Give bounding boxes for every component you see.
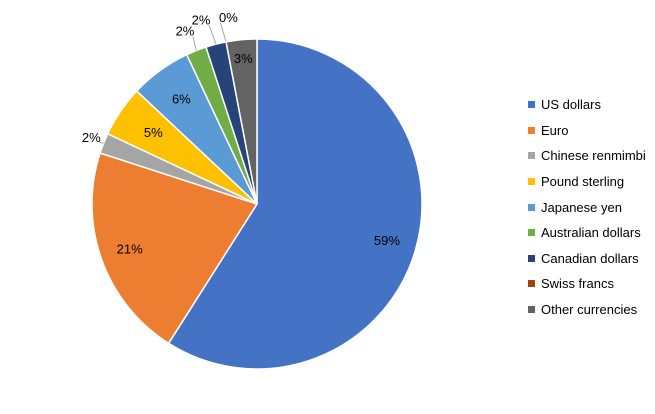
chart-legend: US dollars Euro Chinese renmimbi Pound ster… [528, 92, 652, 322]
legend-label-pound-sterling: Pound sterling [541, 174, 625, 190]
legend-label-euro: Euro [541, 122, 569, 138]
legend-swatch-canadian-dollars [528, 254, 535, 262]
leader-line-australian-dollars [192, 36, 197, 51]
legend-item-euro: Euro [528, 118, 652, 144]
slice-label-pound-sterling: 5% [144, 125, 163, 140]
legend-swatch-australian-dollars [528, 229, 535, 237]
legend-item-australian-dollars: Australian dollars [528, 220, 652, 246]
legend-item-swiss-francs: Swiss francs [528, 271, 652, 297]
legend-swatch-euro [528, 126, 535, 134]
legend-label-canadian-dollars: Canadian dollars [541, 250, 639, 266]
pie-slice-euro [91, 152, 259, 345]
legend-item-japanese-yen: Japanese yen [528, 194, 652, 220]
legend-item-us-dollars: US dollars [528, 92, 652, 118]
legend-swatch-japanese-yen [528, 203, 535, 211]
legend-swatch-chinese-renmimbi [528, 152, 535, 160]
legend-swatch-swiss-francs [528, 280, 535, 288]
legend-label-chinese-renmimbi: Chinese renmimbi [541, 148, 646, 164]
legend-swatch-other-currencies [528, 306, 535, 314]
legend-label-australian-dollars: Australian dollars [541, 225, 641, 241]
slice-label-euro: 21% [117, 241, 143, 256]
legend-label-other-currencies: Other currencies [541, 302, 638, 318]
legend-swatch-pound-sterling [528, 178, 535, 186]
legend-item-other-currencies: Other currencies [528, 297, 652, 323]
slice-label-australian-dollars: 2% [176, 24, 195, 39]
slice-label-canadian-dollars: 2% [192, 12, 211, 27]
leader-line-canadian-dollars [208, 24, 217, 45]
slice-label-japanese-yen: 6% [172, 91, 191, 106]
slice-label-other-currencies: 3% [234, 51, 253, 66]
leader-line-swiss-francs [219, 22, 227, 43]
leader-line-chinese-renmimbi [99, 141, 104, 144]
slice-label-swiss-francs: 0% [219, 10, 238, 25]
pie-slice-us-dollars [167, 38, 423, 370]
legend-label-us-dollars: US dollars [541, 97, 601, 113]
legend-label-swiss-francs: Swiss francs [541, 276, 614, 292]
legend-swatch-us-dollars [528, 101, 535, 109]
pie-slice-other-currencies [225, 38, 258, 205]
legend-item-chinese-renmimbi: Chinese renmimbi [528, 143, 652, 169]
slice-label-chinese-renmimbi: 2% [82, 130, 101, 145]
legend-label-japanese-yen: Japanese yen [541, 199, 622, 215]
legend-item-canadian-dollars: Canadian dollars [528, 246, 652, 272]
legend-item-pound-sterling: Pound sterling [528, 169, 652, 195]
slice-label-us-dollars: 59% [374, 233, 400, 248]
